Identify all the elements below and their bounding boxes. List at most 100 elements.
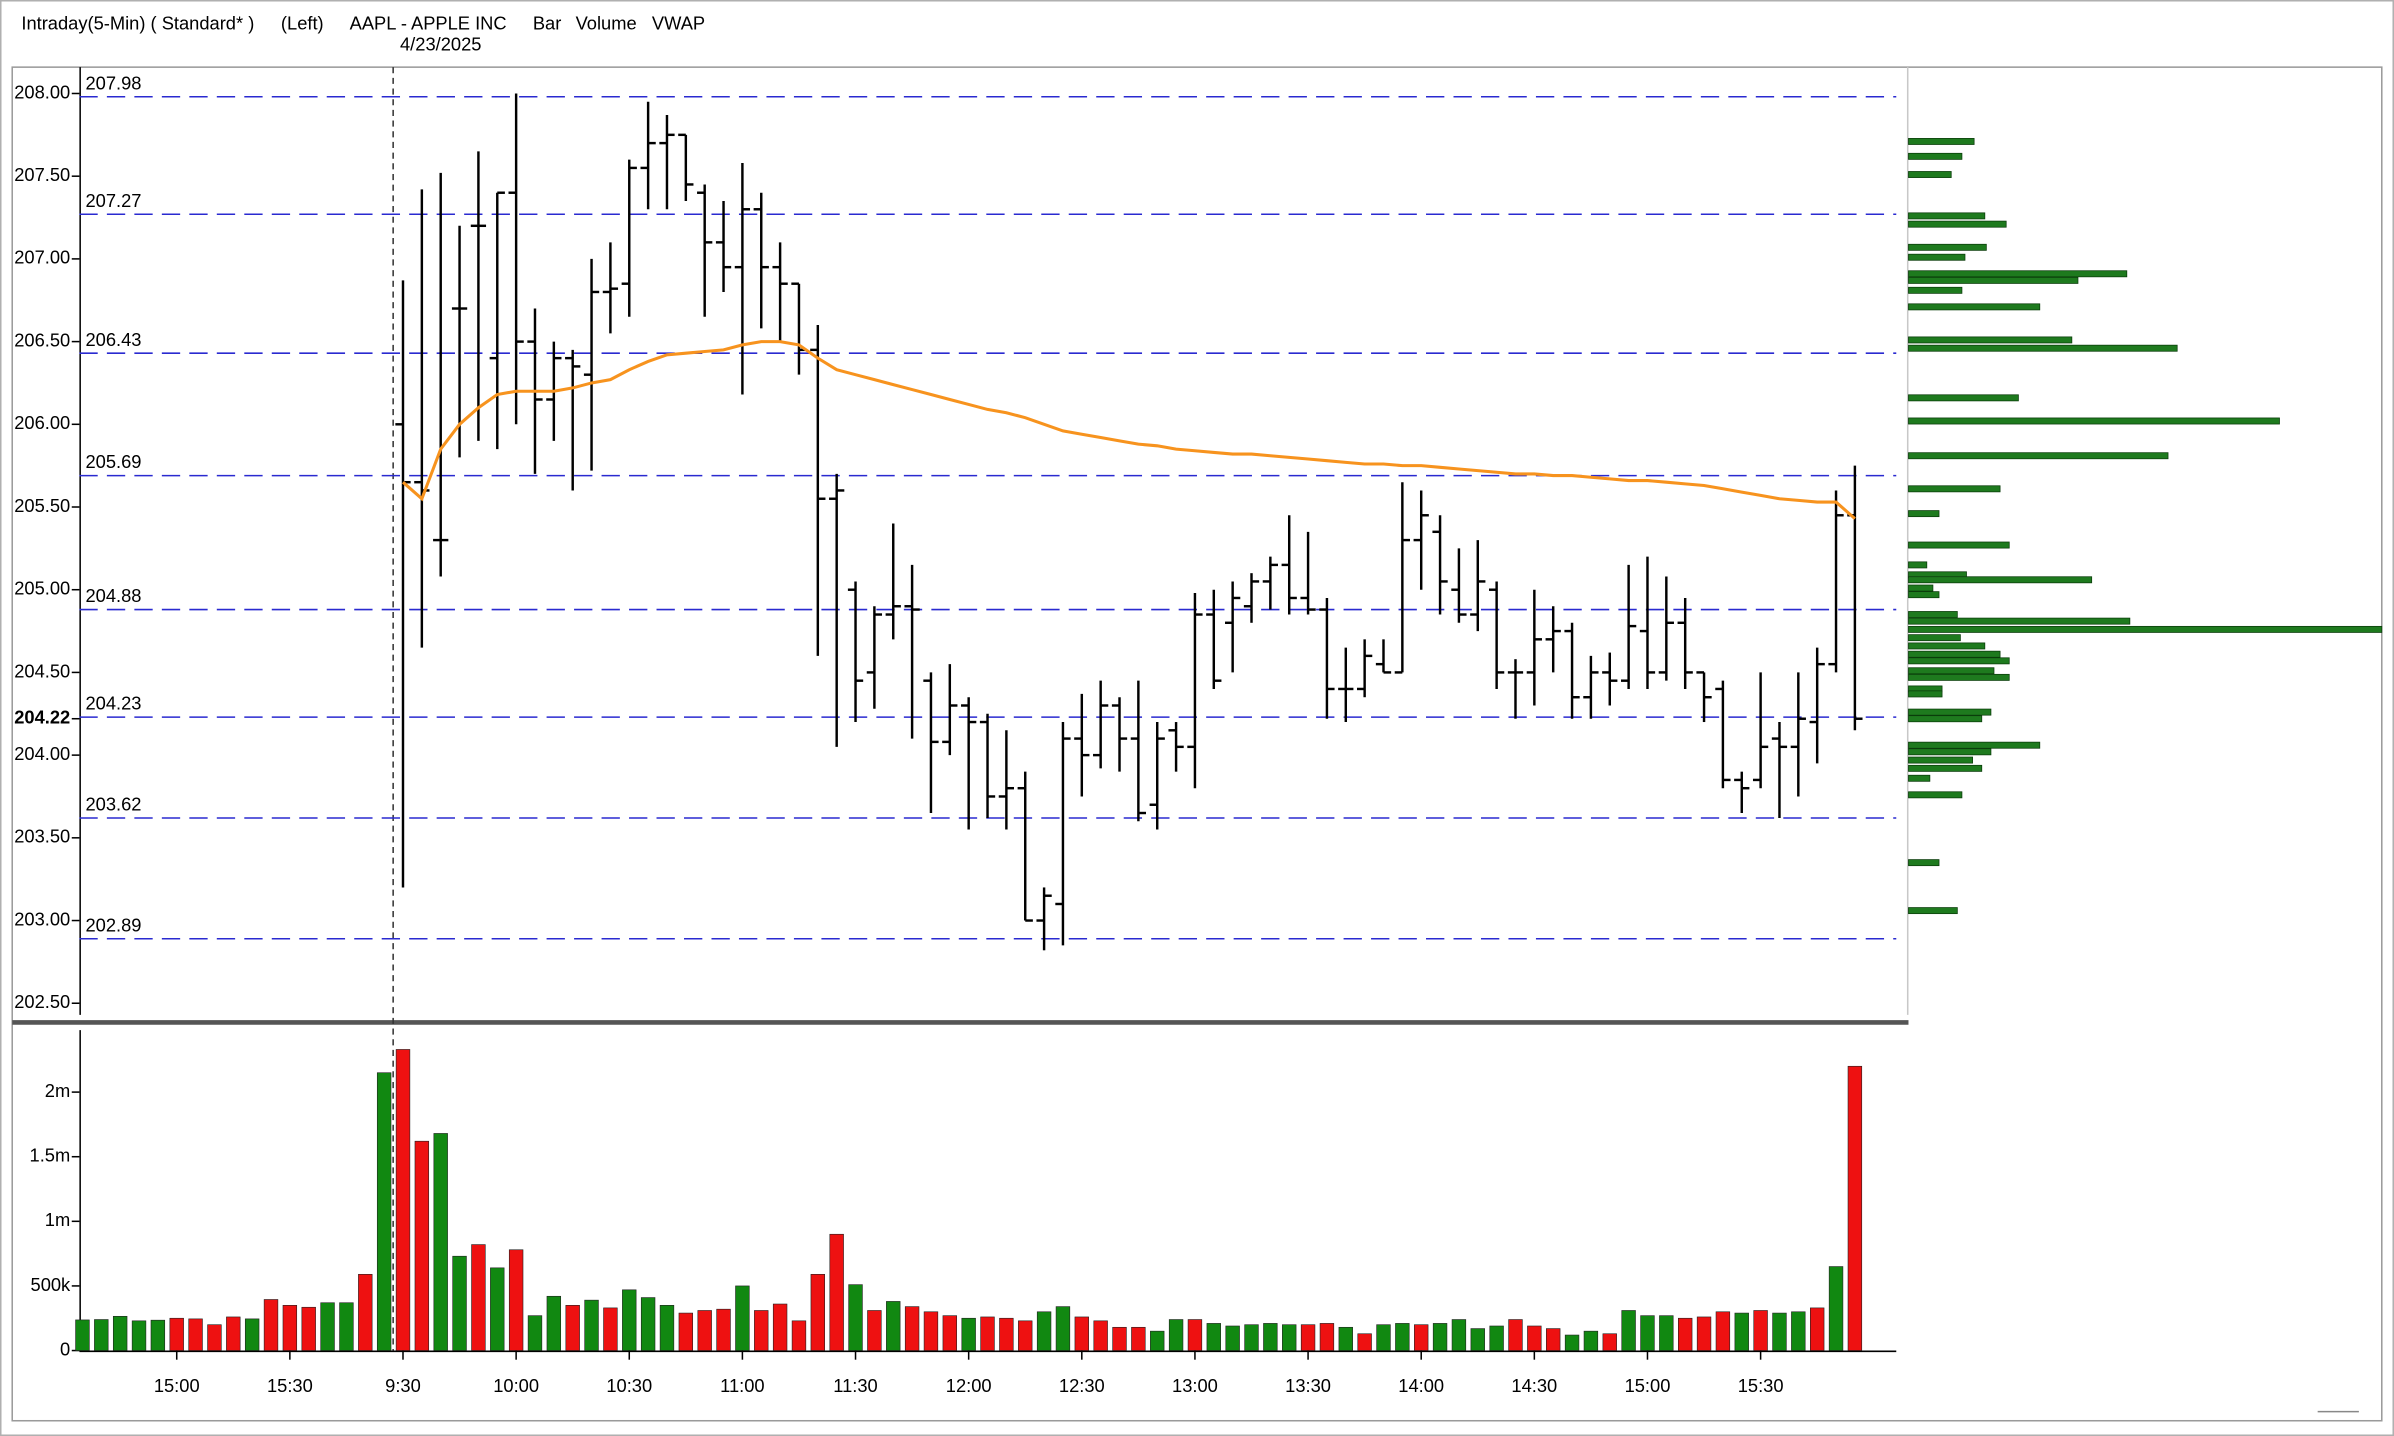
volume-bar [1395, 1323, 1410, 1351]
volume-bar [376, 1072, 392, 1351]
session-date: 4/23/2025 [400, 34, 481, 55]
volume-bar [791, 1320, 807, 1351]
profile-bar [1908, 212, 1986, 220]
volume-bar [886, 1301, 901, 1351]
x-tick-label: 10:30 [606, 1375, 652, 1396]
chart-title: Intraday(5-Min) ( Standard* ) [21, 12, 254, 33]
volume-bar [1055, 1306, 1071, 1351]
volume-bar [244, 1318, 260, 1351]
y-tick-label: 2m [45, 1080, 70, 1101]
volume-bar [112, 1315, 128, 1351]
level-label: 202.89 [86, 914, 142, 935]
x-tick-label: 15:00 [154, 1375, 200, 1396]
volume-bar [640, 1297, 656, 1351]
volume-bar [414, 1140, 430, 1351]
level-label: 203.62 [86, 794, 142, 815]
volume-bar [1150, 1330, 1165, 1351]
legend-volume: Volume [576, 12, 637, 33]
profile-bar [1908, 625, 2383, 633]
volume-bar [1810, 1307, 1825, 1351]
profile-bar [1908, 243, 1987, 251]
profile-bar [1908, 541, 2010, 549]
volume-bar [226, 1316, 241, 1351]
profile-bar [1908, 690, 1943, 698]
volume-bar [829, 1233, 844, 1351]
profile-bar [1908, 485, 2001, 493]
profile-bar [1908, 741, 2041, 749]
y-tick-label: 208.00 [14, 81, 70, 102]
profile-bar [1908, 748, 1992, 756]
volume-bar [188, 1318, 203, 1351]
volume-bar [1338, 1326, 1353, 1351]
profile-bar [1908, 715, 1983, 723]
profile-bar [1908, 859, 1940, 867]
volume-bar [735, 1285, 750, 1351]
profile-bar [1908, 756, 1973, 764]
profile-bar [1908, 253, 1966, 261]
level-label: 204.23 [86, 693, 142, 714]
volume-bar [1074, 1316, 1089, 1351]
x-tick-label: 10:00 [493, 1375, 539, 1396]
volume-bar [263, 1299, 279, 1351]
volume-bar [1489, 1325, 1504, 1351]
chart-style: Bar [533, 12, 561, 33]
volume-bar [1432, 1323, 1448, 1351]
profile-bar [1908, 907, 1958, 915]
volume-bar [282, 1305, 298, 1351]
y-tick-label: 206.50 [14, 329, 70, 350]
x-tick-label: 14:30 [1511, 1375, 1557, 1396]
volume-bar [508, 1249, 524, 1351]
volume-bar [1451, 1319, 1467, 1351]
volume-bar [1036, 1311, 1052, 1351]
volume-bar [301, 1306, 316, 1351]
volume-bar [603, 1307, 618, 1351]
volume-bar [1847, 1065, 1863, 1351]
volume-bar [1282, 1324, 1297, 1351]
volume-bar [754, 1310, 769, 1351]
profile-bar [1908, 611, 1958, 618]
volume-bar [94, 1319, 109, 1351]
volume-bar [169, 1317, 184, 1351]
profile-bar [1908, 576, 2093, 584]
profile-bar [1908, 152, 1963, 160]
profile-bar [1908, 650, 2001, 658]
volume-bar [1621, 1310, 1636, 1351]
volume-bar [999, 1317, 1014, 1351]
volume-bar [395, 1049, 411, 1351]
volume-bar [622, 1289, 637, 1351]
x-tick-label: 11:00 [720, 1375, 764, 1396]
profile-bar [1908, 657, 2010, 665]
y-tick-label: 203.50 [14, 826, 70, 847]
volume-bar [490, 1267, 505, 1351]
x-tick-label: 12:30 [1059, 1375, 1105, 1396]
volume-bar [1225, 1325, 1240, 1351]
x-tick-label: 15:00 [1625, 1375, 1671, 1396]
volume-bar [131, 1320, 147, 1351]
volume-bar [565, 1305, 580, 1351]
volume-bar [1263, 1323, 1278, 1351]
y-tick-label: 1m [45, 1209, 70, 1230]
x-tick-label: 13:00 [1172, 1375, 1218, 1396]
volume-bar [207, 1324, 222, 1351]
volume-bar [546, 1295, 562, 1351]
profile-bar [1908, 791, 1963, 799]
volume-bar [527, 1315, 543, 1351]
y-tick-label: 205.00 [14, 578, 70, 599]
volume-bar [980, 1316, 995, 1351]
volume-bar [772, 1303, 788, 1351]
volume-bar [1640, 1315, 1655, 1351]
x-tick-label: 13:30 [1285, 1375, 1331, 1396]
volume-bar [1187, 1319, 1203, 1351]
volume-bar [1715, 1311, 1731, 1351]
volume-bar [1244, 1324, 1259, 1351]
volume-bar [1602, 1333, 1617, 1351]
profile-bar [1908, 774, 1931, 782]
profile-bar [1908, 584, 1934, 592]
volume-bar [1546, 1328, 1561, 1351]
profile-bar [1908, 303, 2041, 311]
profile-bar [1908, 171, 1952, 178]
x-tick-label: 15:30 [267, 1375, 313, 1396]
profile-bar [1908, 591, 1940, 599]
volume-bar [339, 1302, 354, 1351]
